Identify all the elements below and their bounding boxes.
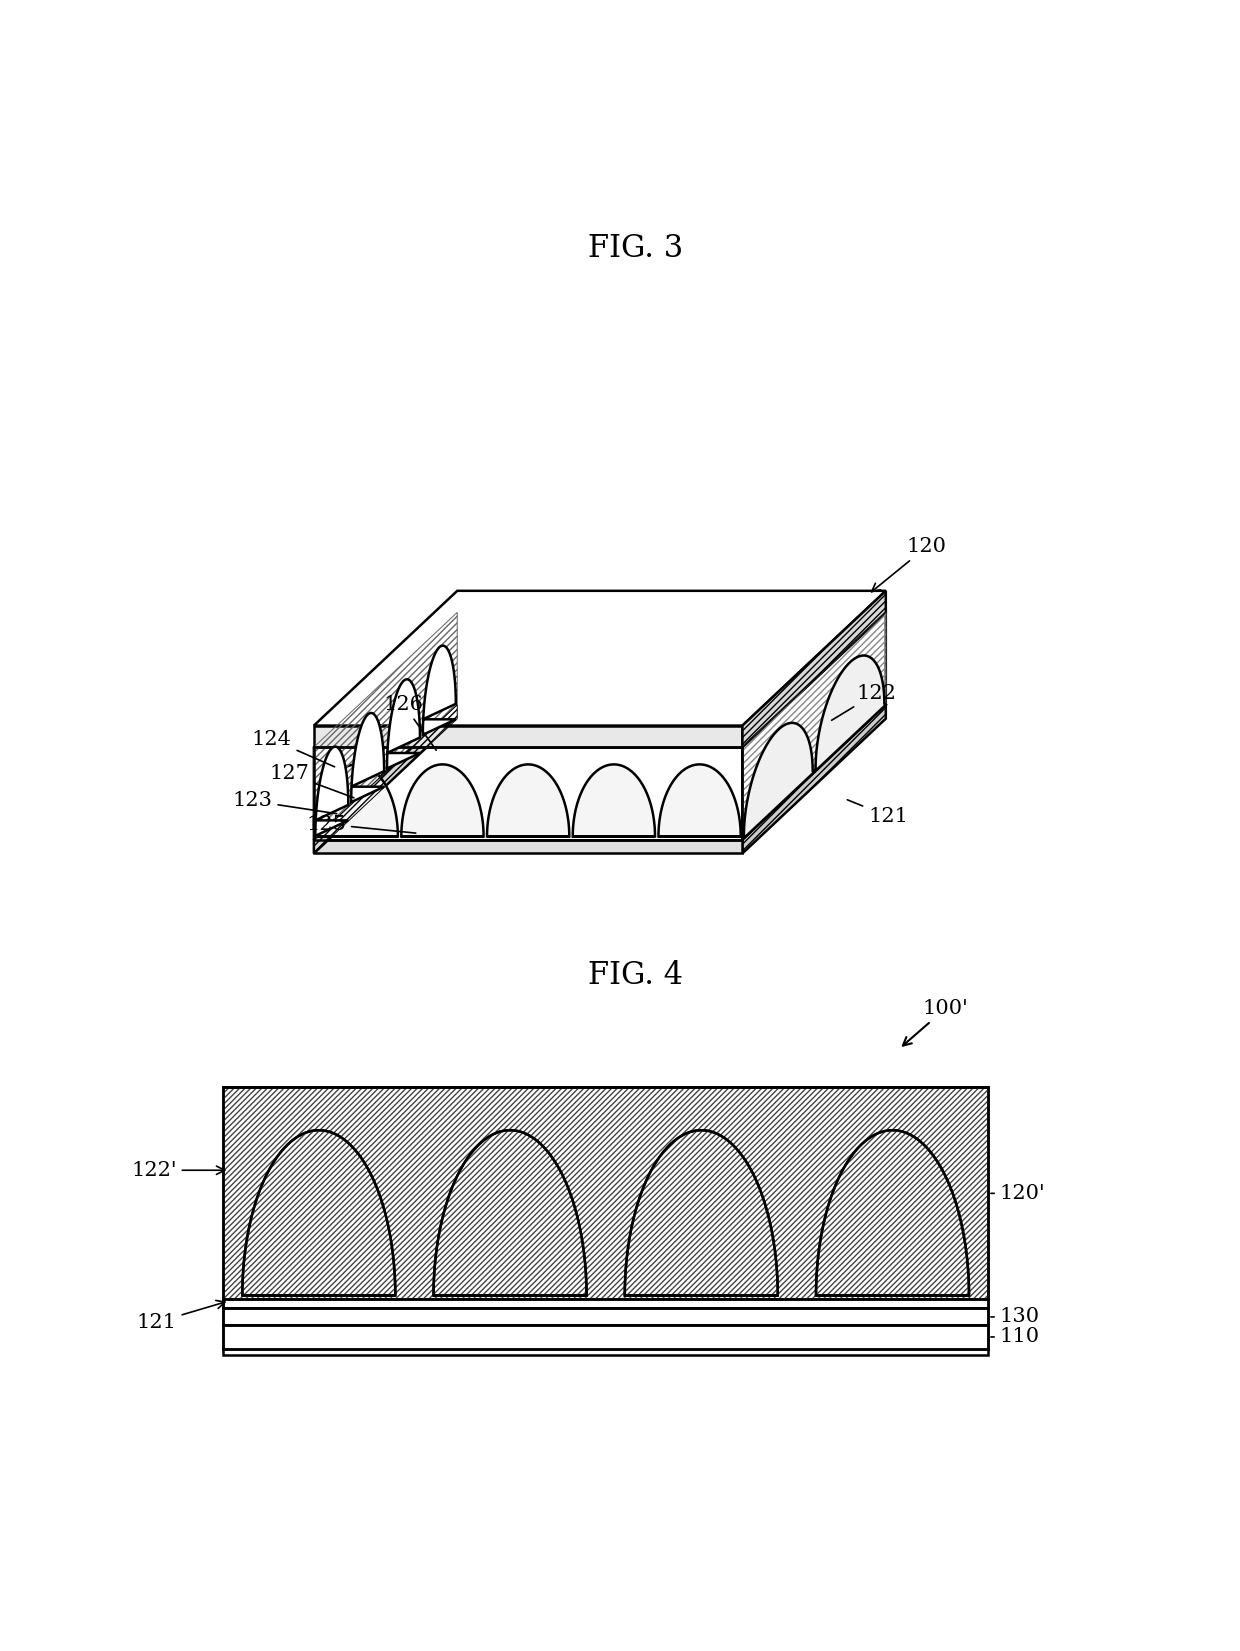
Polygon shape bbox=[223, 1309, 988, 1326]
Polygon shape bbox=[314, 613, 458, 839]
Text: 123: 123 bbox=[233, 791, 337, 814]
Polygon shape bbox=[743, 723, 815, 839]
Polygon shape bbox=[314, 839, 743, 854]
Polygon shape bbox=[743, 705, 885, 854]
Text: 110: 110 bbox=[991, 1327, 1040, 1347]
Polygon shape bbox=[314, 725, 743, 748]
Text: FIG. 3: FIG. 3 bbox=[588, 233, 683, 264]
Polygon shape bbox=[487, 764, 569, 837]
Polygon shape bbox=[314, 705, 885, 839]
Polygon shape bbox=[314, 591, 885, 725]
Polygon shape bbox=[387, 679, 420, 768]
Polygon shape bbox=[223, 1299, 988, 1309]
Text: 125: 125 bbox=[306, 814, 415, 834]
Text: 120': 120' bbox=[991, 1184, 1045, 1204]
Polygon shape bbox=[242, 1131, 396, 1296]
Text: 127: 127 bbox=[270, 764, 353, 797]
Text: 121: 121 bbox=[136, 1301, 224, 1332]
Text: 100': 100' bbox=[903, 999, 968, 1045]
Polygon shape bbox=[423, 646, 456, 735]
Polygon shape bbox=[658, 764, 740, 837]
Text: 126: 126 bbox=[383, 695, 436, 750]
Polygon shape bbox=[434, 1131, 587, 1296]
Polygon shape bbox=[743, 591, 885, 748]
Text: 121: 121 bbox=[847, 799, 908, 826]
Text: 122: 122 bbox=[832, 684, 897, 720]
Polygon shape bbox=[314, 748, 743, 839]
Polygon shape bbox=[223, 1326, 988, 1349]
Polygon shape bbox=[402, 764, 484, 837]
Polygon shape bbox=[351, 713, 384, 802]
Polygon shape bbox=[314, 705, 458, 854]
Text: 124: 124 bbox=[252, 730, 335, 766]
Polygon shape bbox=[816, 1131, 968, 1296]
Polygon shape bbox=[573, 764, 655, 837]
Text: 120: 120 bbox=[872, 537, 947, 591]
Polygon shape bbox=[315, 746, 348, 835]
Text: FIG. 4: FIG. 4 bbox=[588, 961, 683, 991]
Polygon shape bbox=[625, 1131, 777, 1296]
Text: 130: 130 bbox=[991, 1308, 1040, 1326]
Polygon shape bbox=[223, 1088, 988, 1299]
Polygon shape bbox=[316, 764, 398, 837]
Polygon shape bbox=[815, 655, 885, 773]
Text: 122': 122' bbox=[131, 1161, 224, 1180]
Polygon shape bbox=[743, 613, 885, 839]
